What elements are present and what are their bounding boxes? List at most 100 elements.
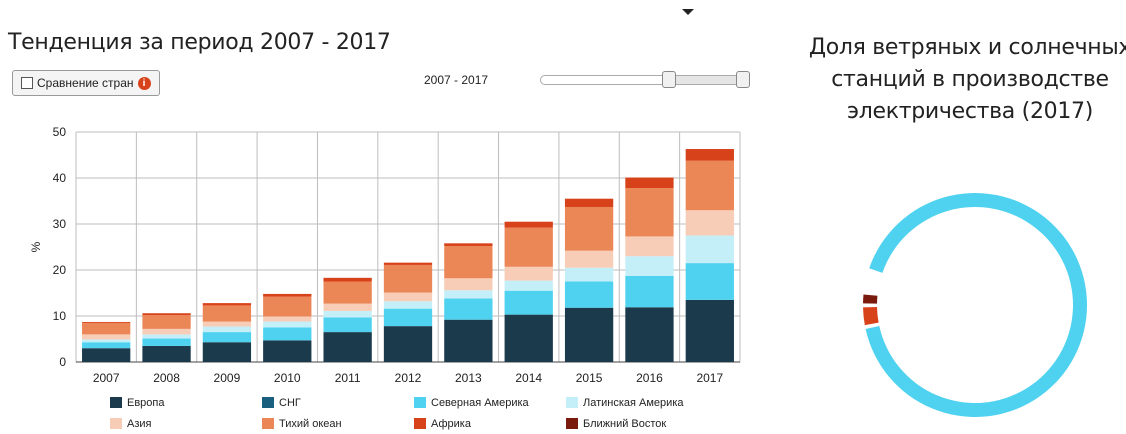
donut-title-line-1: Доля ветряных и солнечных (808, 35, 1126, 60)
y-tick-label: 10 (53, 309, 67, 323)
bar-segment (263, 293, 312, 297)
compare-label: Сравнение стран (37, 76, 134, 90)
x-tick-label: 2016 (636, 371, 663, 385)
bar-segment (625, 177, 674, 189)
info-icon[interactable]: i (137, 76, 151, 90)
bar-segment (685, 235, 734, 264)
bar-segment (323, 277, 372, 282)
bar-segment (504, 280, 553, 291)
bar-segment (202, 342, 252, 362)
y-tick-label: 50 (53, 125, 67, 139)
bar-segment (564, 198, 614, 207)
donut-segment (865, 192, 1087, 417)
y-tick-label: 40 (53, 171, 67, 185)
bar-segment (202, 332, 252, 343)
bar-segment (685, 149, 734, 161)
bar-segment (685, 299, 734, 362)
x-tick-label: 2007 (93, 371, 120, 385)
stacked-bar-chart: 0 10 20 30 40 50% 2007 2008 2009 2010 2011 2012 2013… (29, 125, 741, 430)
bar-segment (202, 326, 252, 333)
bar-segment (444, 243, 493, 247)
bar-segment (323, 281, 372, 304)
bar-segment (383, 262, 433, 265)
bar-segment (82, 348, 131, 362)
bar-segment (82, 321, 131, 323)
bar-segment (82, 334, 131, 340)
compare-checkbox[interactable] (21, 77, 33, 89)
x-tick-label: 2017 (696, 371, 723, 385)
bar-segment (444, 278, 493, 291)
bar-segment (504, 227, 553, 267)
y-tick-label: 0 (59, 355, 66, 369)
bar-segment (263, 327, 312, 341)
legend-label: Азия (127, 418, 152, 430)
bar-segment (323, 332, 372, 362)
bar-segment (625, 256, 674, 276)
bar-segment (444, 290, 493, 299)
bar-segment (383, 308, 433, 327)
donut-title-line-2: станций в производстве (831, 67, 1109, 92)
bar-segment (142, 334, 191, 339)
bar-segment (202, 303, 252, 306)
bar-segment (685, 160, 734, 211)
legend-swatch (566, 397, 578, 408)
bar-segment (202, 305, 252, 322)
bar-segment (625, 307, 674, 362)
bar-segment (625, 188, 674, 237)
bar-segment (685, 210, 734, 236)
bar-segment (142, 315, 191, 329)
legend-label: Северная Америка (431, 397, 530, 409)
bar-segment (504, 221, 553, 228)
x-tick-label: 2014 (515, 371, 542, 385)
bar-segment (504, 314, 553, 362)
donut-segment (863, 307, 879, 326)
dropdown-caret-icon[interactable] (682, 9, 694, 15)
bar-segment (504, 266, 553, 281)
bar-segment (263, 316, 312, 322)
legend-swatch (262, 397, 274, 408)
y-tick-label: 30 (53, 217, 67, 231)
x-tick-label: 2011 (335, 371, 361, 385)
bar-segment (444, 246, 493, 279)
bar-segment (383, 264, 433, 293)
donut-title-line-3: электричества (2017) (846, 99, 1094, 124)
bar-segment (82, 342, 131, 349)
bar-segment (323, 303, 372, 311)
bar-segment (383, 326, 433, 362)
bar-segment (263, 321, 312, 328)
bar-segment (383, 292, 433, 302)
bar-segment (323, 317, 372, 333)
year-range-label: 2007 - 2017 (424, 73, 489, 87)
bar-segment (263, 296, 312, 317)
legend-swatch (566, 418, 578, 429)
compare-countries-button[interactable]: Сравнение стран i (12, 70, 160, 96)
bar-segment (383, 301, 433, 309)
bar-segment (444, 298, 493, 320)
slider-start-handle[interactable] (662, 71, 676, 88)
bar-segment (142, 313, 191, 316)
legend-label: Тихий океан (279, 418, 342, 430)
y-axis-label: % (29, 241, 43, 252)
bar-segment (202, 321, 252, 327)
bar-segment (564, 250, 614, 268)
bar-segment (323, 310, 372, 318)
x-tick-label: 2015 (576, 371, 603, 385)
bar-segment (142, 345, 191, 362)
bar-segment (564, 281, 614, 308)
share-donut-chart (863, 192, 1087, 417)
x-tick-label: 2010 (274, 371, 301, 385)
slider-end-handle[interactable] (736, 71, 750, 88)
bar-segment (82, 339, 131, 343)
bar-segment (504, 290, 553, 315)
x-tick-label: 2013 (455, 371, 482, 385)
bar-segment (82, 322, 131, 335)
legend-swatch (262, 418, 274, 429)
legend-label: Африка (431, 418, 472, 430)
legend-label: Латинская Америка (583, 397, 684, 409)
legend-label: Европа (127, 397, 165, 409)
bar-segment (142, 338, 191, 346)
bar-segment (685, 263, 734, 300)
legend-swatch (414, 418, 426, 429)
slider-selected-range (669, 75, 743, 85)
bar-segment (263, 340, 312, 362)
